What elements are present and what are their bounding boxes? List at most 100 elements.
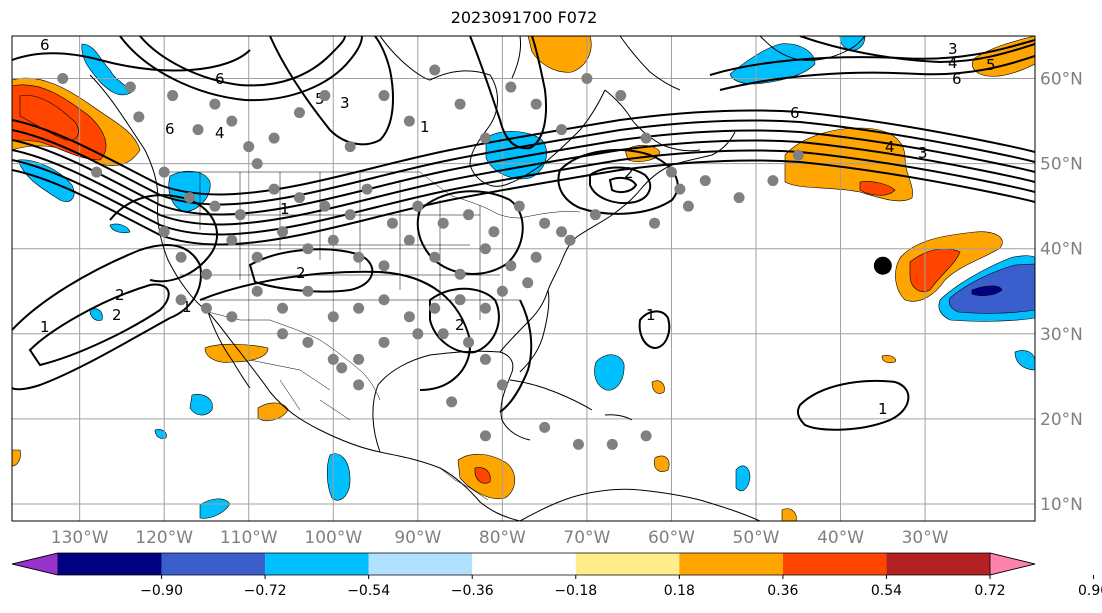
positive-region-atlantic-east-small bbox=[881, 355, 896, 364]
state-lines-horizontal bbox=[160, 214, 520, 301]
station-dot bbox=[251, 285, 263, 297]
lon-tick-label: 30°W bbox=[902, 528, 949, 548]
coastline-gulf-of-mexico bbox=[372, 350, 531, 453]
station-dot bbox=[403, 115, 415, 127]
positive-core-north-atlantic bbox=[859, 181, 896, 196]
lon-tick-label: 120°W bbox=[135, 528, 193, 548]
contour-label: 1 bbox=[182, 298, 192, 316]
station-dot bbox=[505, 81, 517, 93]
coastline-south-america bbox=[519, 488, 761, 521]
colorbar-tick-label: −0.18 bbox=[554, 583, 597, 599]
contour-trough-hudson bbox=[469, 36, 548, 150]
contours bbox=[12, 36, 1035, 431]
positive-region-pacific-edge bbox=[12, 449, 21, 467]
contour-label: 5 bbox=[315, 90, 325, 108]
colorbar-swatch bbox=[58, 553, 162, 575]
contour-pacific-1 bbox=[12, 244, 202, 391]
station-dot bbox=[496, 285, 508, 297]
station-dot bbox=[251, 251, 263, 263]
station-dot bbox=[293, 192, 305, 204]
station-dot bbox=[488, 226, 500, 238]
contour-pacific-2 bbox=[28, 283, 170, 367]
positive-region-antilles bbox=[654, 455, 670, 472]
negative-region-epac bbox=[326, 453, 351, 501]
station-dot bbox=[454, 294, 466, 306]
station-dot bbox=[513, 200, 525, 212]
lon-tick-label: 70°W bbox=[563, 528, 610, 548]
station-dot bbox=[437, 328, 449, 340]
station-dot bbox=[454, 268, 466, 280]
station-dot bbox=[429, 302, 441, 314]
contour-atlantic-1a bbox=[638, 310, 671, 350]
contour-label: 2 bbox=[112, 306, 122, 324]
lon-tick-label: 130°W bbox=[51, 528, 109, 548]
station-dot bbox=[581, 73, 593, 85]
lat-tick-label: 20°N bbox=[1040, 410, 1083, 430]
station-dot bbox=[327, 353, 339, 365]
station-dot bbox=[674, 183, 686, 195]
station-dot bbox=[429, 64, 441, 76]
station-dot bbox=[200, 268, 212, 280]
political-borders bbox=[160, 171, 581, 501]
contour-plains-2 bbox=[248, 248, 374, 293]
contour-label: 3 bbox=[918, 144, 928, 162]
negative-region-tropical-atlantic bbox=[735, 465, 751, 491]
station-dot bbox=[505, 260, 517, 272]
station-dot bbox=[268, 132, 280, 144]
station-dot bbox=[564, 234, 576, 246]
station-dot bbox=[133, 111, 145, 123]
contour-label: 2 bbox=[115, 286, 125, 304]
mexico-states bbox=[249, 359, 351, 421]
station-dot bbox=[175, 294, 187, 306]
station-dot bbox=[522, 277, 534, 289]
positive-region-iceland bbox=[971, 36, 1035, 77]
negative-region-pacific-small bbox=[109, 223, 131, 234]
coastline-arctic bbox=[379, 36, 681, 91]
colorbar-swatch bbox=[679, 553, 783, 575]
negative-region-labrador bbox=[729, 43, 816, 85]
contour-low-ontario bbox=[557, 149, 679, 215]
contour-label: 2 bbox=[624, 164, 634, 182]
contour-ridge-north-3 bbox=[269, 36, 394, 146]
contour-band-5 bbox=[12, 149, 1035, 236]
station-dot bbox=[200, 302, 212, 314]
colorbar-tick-label: 0.18 bbox=[664, 583, 695, 599]
station-dot bbox=[539, 421, 551, 433]
contour-atlantic-1b bbox=[796, 379, 910, 431]
station-dot bbox=[378, 294, 390, 306]
contour-iceland-3 bbox=[799, 36, 1035, 64]
station-dot bbox=[699, 175, 711, 187]
station-dot bbox=[665, 166, 677, 178]
colorbar-tick-label: 0.72 bbox=[974, 583, 1005, 599]
station-dot bbox=[327, 234, 339, 246]
station-dot bbox=[615, 90, 627, 102]
contour-label: 1 bbox=[40, 318, 50, 336]
coastline-hudson-bay bbox=[429, 70, 606, 187]
colorbar-tick-label: −0.36 bbox=[451, 583, 494, 599]
lon-tick-label: 40°W bbox=[817, 528, 864, 548]
contour-label: 6 bbox=[790, 104, 800, 122]
colorbar-swatch bbox=[886, 553, 990, 575]
negative-region-caribbean bbox=[594, 354, 625, 391]
contour-label: 6 bbox=[40, 36, 50, 54]
latitude-labels: 60°N 50°N 40°N 30°N 20°N 10°N bbox=[1040, 70, 1083, 515]
station-dot bbox=[336, 362, 348, 374]
station-dot bbox=[327, 311, 339, 323]
station-dot bbox=[302, 336, 314, 348]
contour-low-ontario-core bbox=[608, 176, 638, 194]
colorbar-swatch bbox=[472, 553, 576, 575]
colorbar: −0.90 −0.72 −0.54 −0.36 −0.18 0.18 0.36 0.54 0.7… bbox=[11, 552, 1102, 599]
contour-label: 3 bbox=[948, 40, 958, 58]
contour-label: 6 bbox=[165, 120, 175, 138]
contour-label: 5 bbox=[986, 56, 996, 74]
station-dot bbox=[344, 141, 356, 153]
positive-core-azores bbox=[909, 248, 961, 292]
station-dot bbox=[175, 251, 187, 263]
contour-label: 2 bbox=[455, 316, 465, 334]
station-dot bbox=[277, 226, 289, 238]
station-dot bbox=[572, 438, 584, 450]
lon-tick-label: 90°W bbox=[394, 528, 441, 548]
station-dot bbox=[184, 192, 196, 204]
station-dot bbox=[209, 98, 221, 110]
station-dot bbox=[640, 430, 652, 442]
